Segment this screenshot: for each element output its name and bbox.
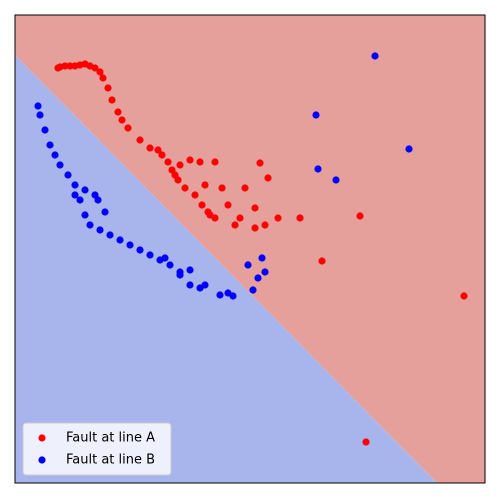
point [186, 281, 194, 289]
point [126, 241, 134, 249]
point [186, 156, 194, 164]
point [332, 176, 340, 184]
point [91, 64, 99, 72]
point [164, 158, 172, 166]
point [66, 62, 74, 70]
point [81, 186, 89, 194]
point [314, 165, 322, 173]
point [124, 124, 132, 132]
point [405, 145, 413, 153]
point [264, 174, 272, 182]
point [71, 181, 79, 189]
point [106, 231, 114, 239]
point [460, 292, 468, 300]
point [101, 208, 109, 216]
point [254, 274, 262, 282]
point [81, 211, 89, 219]
point [211, 214, 219, 222]
point [218, 184, 226, 192]
point [71, 191, 79, 199]
point [231, 221, 239, 229]
point [201, 281, 209, 289]
point [196, 158, 204, 166]
legend-label: Fault at line A [66, 431, 155, 446]
point [229, 292, 237, 300]
legend-box [22, 422, 172, 476]
point [244, 261, 252, 269]
point [136, 246, 144, 254]
point [161, 254, 169, 262]
point [116, 236, 124, 244]
legend-marker [38, 456, 46, 464]
point [146, 251, 154, 259]
plot-frame [14, 14, 486, 484]
point [46, 141, 54, 149]
point [118, 116, 126, 124]
point [51, 151, 59, 159]
point [236, 214, 244, 222]
point [362, 438, 370, 446]
point [224, 201, 232, 209]
point [258, 254, 266, 262]
point [186, 266, 194, 274]
point [251, 204, 259, 212]
point [146, 144, 154, 152]
point [201, 181, 209, 189]
point [136, 136, 144, 144]
point [171, 171, 179, 179]
point [166, 261, 174, 269]
point [371, 52, 379, 60]
point [296, 214, 304, 222]
point [176, 268, 184, 276]
point [56, 161, 64, 169]
point [64, 171, 72, 179]
point [356, 212, 364, 220]
point [274, 214, 282, 222]
point [251, 224, 259, 232]
point [158, 151, 166, 159]
point [114, 108, 122, 116]
point [176, 161, 184, 169]
region [15, 15, 485, 483]
point [34, 102, 42, 110]
point [104, 84, 112, 92]
point [96, 226, 104, 234]
legend-label: Fault at line B [66, 453, 155, 468]
point [96, 68, 104, 76]
point [312, 111, 320, 119]
point [318, 257, 326, 265]
point [191, 191, 199, 199]
point [261, 221, 269, 229]
point [61, 62, 69, 70]
point [76, 196, 84, 204]
point [241, 184, 249, 192]
legend-marker [38, 434, 46, 442]
point [261, 268, 269, 276]
point [211, 158, 219, 166]
point [256, 159, 264, 167]
point [36, 111, 44, 119]
point [216, 291, 224, 299]
point [181, 184, 189, 192]
point [41, 126, 49, 134]
point [249, 286, 257, 294]
point [99, 74, 107, 82]
region [15, 55, 437, 483]
point [91, 191, 99, 199]
point [86, 221, 94, 229]
point [108, 96, 116, 104]
point [154, 146, 162, 154]
point [198, 201, 206, 209]
